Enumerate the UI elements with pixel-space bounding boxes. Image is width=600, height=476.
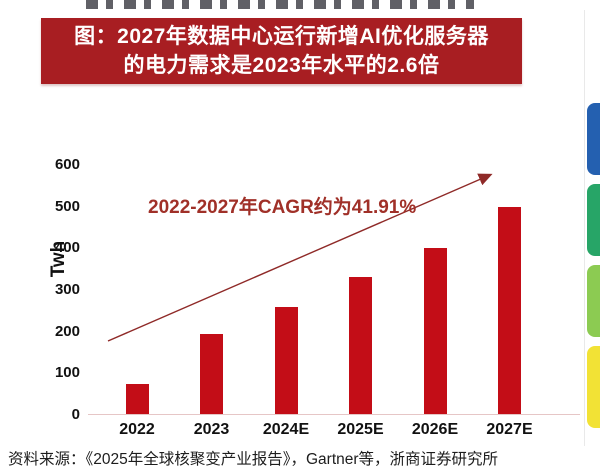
x-axis-line	[88, 414, 580, 415]
y-tick-label: 400	[54, 239, 80, 257]
page-edge-divider	[584, 10, 585, 446]
chart-title-line2: 的电力需求是2023年水平的2.6倍	[123, 54, 440, 77]
bar-2025E	[349, 277, 372, 415]
x-tick-label-2024E: 2024E	[262, 421, 310, 438]
bar-2023	[200, 334, 223, 415]
bar-2027E	[498, 207, 521, 415]
lime-pill[interactable]	[587, 265, 600, 337]
y-tick-label: 300	[54, 281, 80, 298]
green-pill[interactable]	[587, 184, 600, 256]
bar-2024E	[274, 307, 298, 415]
chart-title-line1: 图：2027年数据中心运行新增AI优化服务器	[74, 25, 489, 48]
y-tick-label: 500	[54, 197, 80, 215]
bar-2026E	[423, 248, 447, 415]
y-tick-label: 0	[71, 406, 80, 423]
yellow-pill[interactable]	[587, 346, 600, 428]
blue-pill[interactable]	[587, 103, 600, 175]
x-tick-label-2022: 2022	[119, 421, 155, 438]
chart-title-banner: 图：2027年数据中心运行新增AI优化服务器 的电力需求是2023年水平的2.6…	[41, 18, 522, 84]
bar-2022	[125, 384, 149, 415]
cagr-annotation: 2022-2027年CAGR约为41.91%	[148, 197, 417, 218]
x-tick-label-2025E: 2025E	[337, 421, 384, 438]
y-tick-label: 100	[54, 364, 80, 382]
clipped-text-fragment	[86, 0, 474, 9]
y-tick-label: 200	[54, 322, 80, 340]
x-tick-label-2027E: 2027E	[486, 421, 533, 438]
source-note: 资料来源：《2025年全球核聚变产业报告》，Gartner等，浙商证券研究所	[8, 451, 499, 468]
x-tick-label-2023: 2023	[193, 421, 230, 438]
x-tick-label-2026E: 2026E	[411, 421, 459, 438]
y-tick-label: 600	[54, 156, 80, 173]
